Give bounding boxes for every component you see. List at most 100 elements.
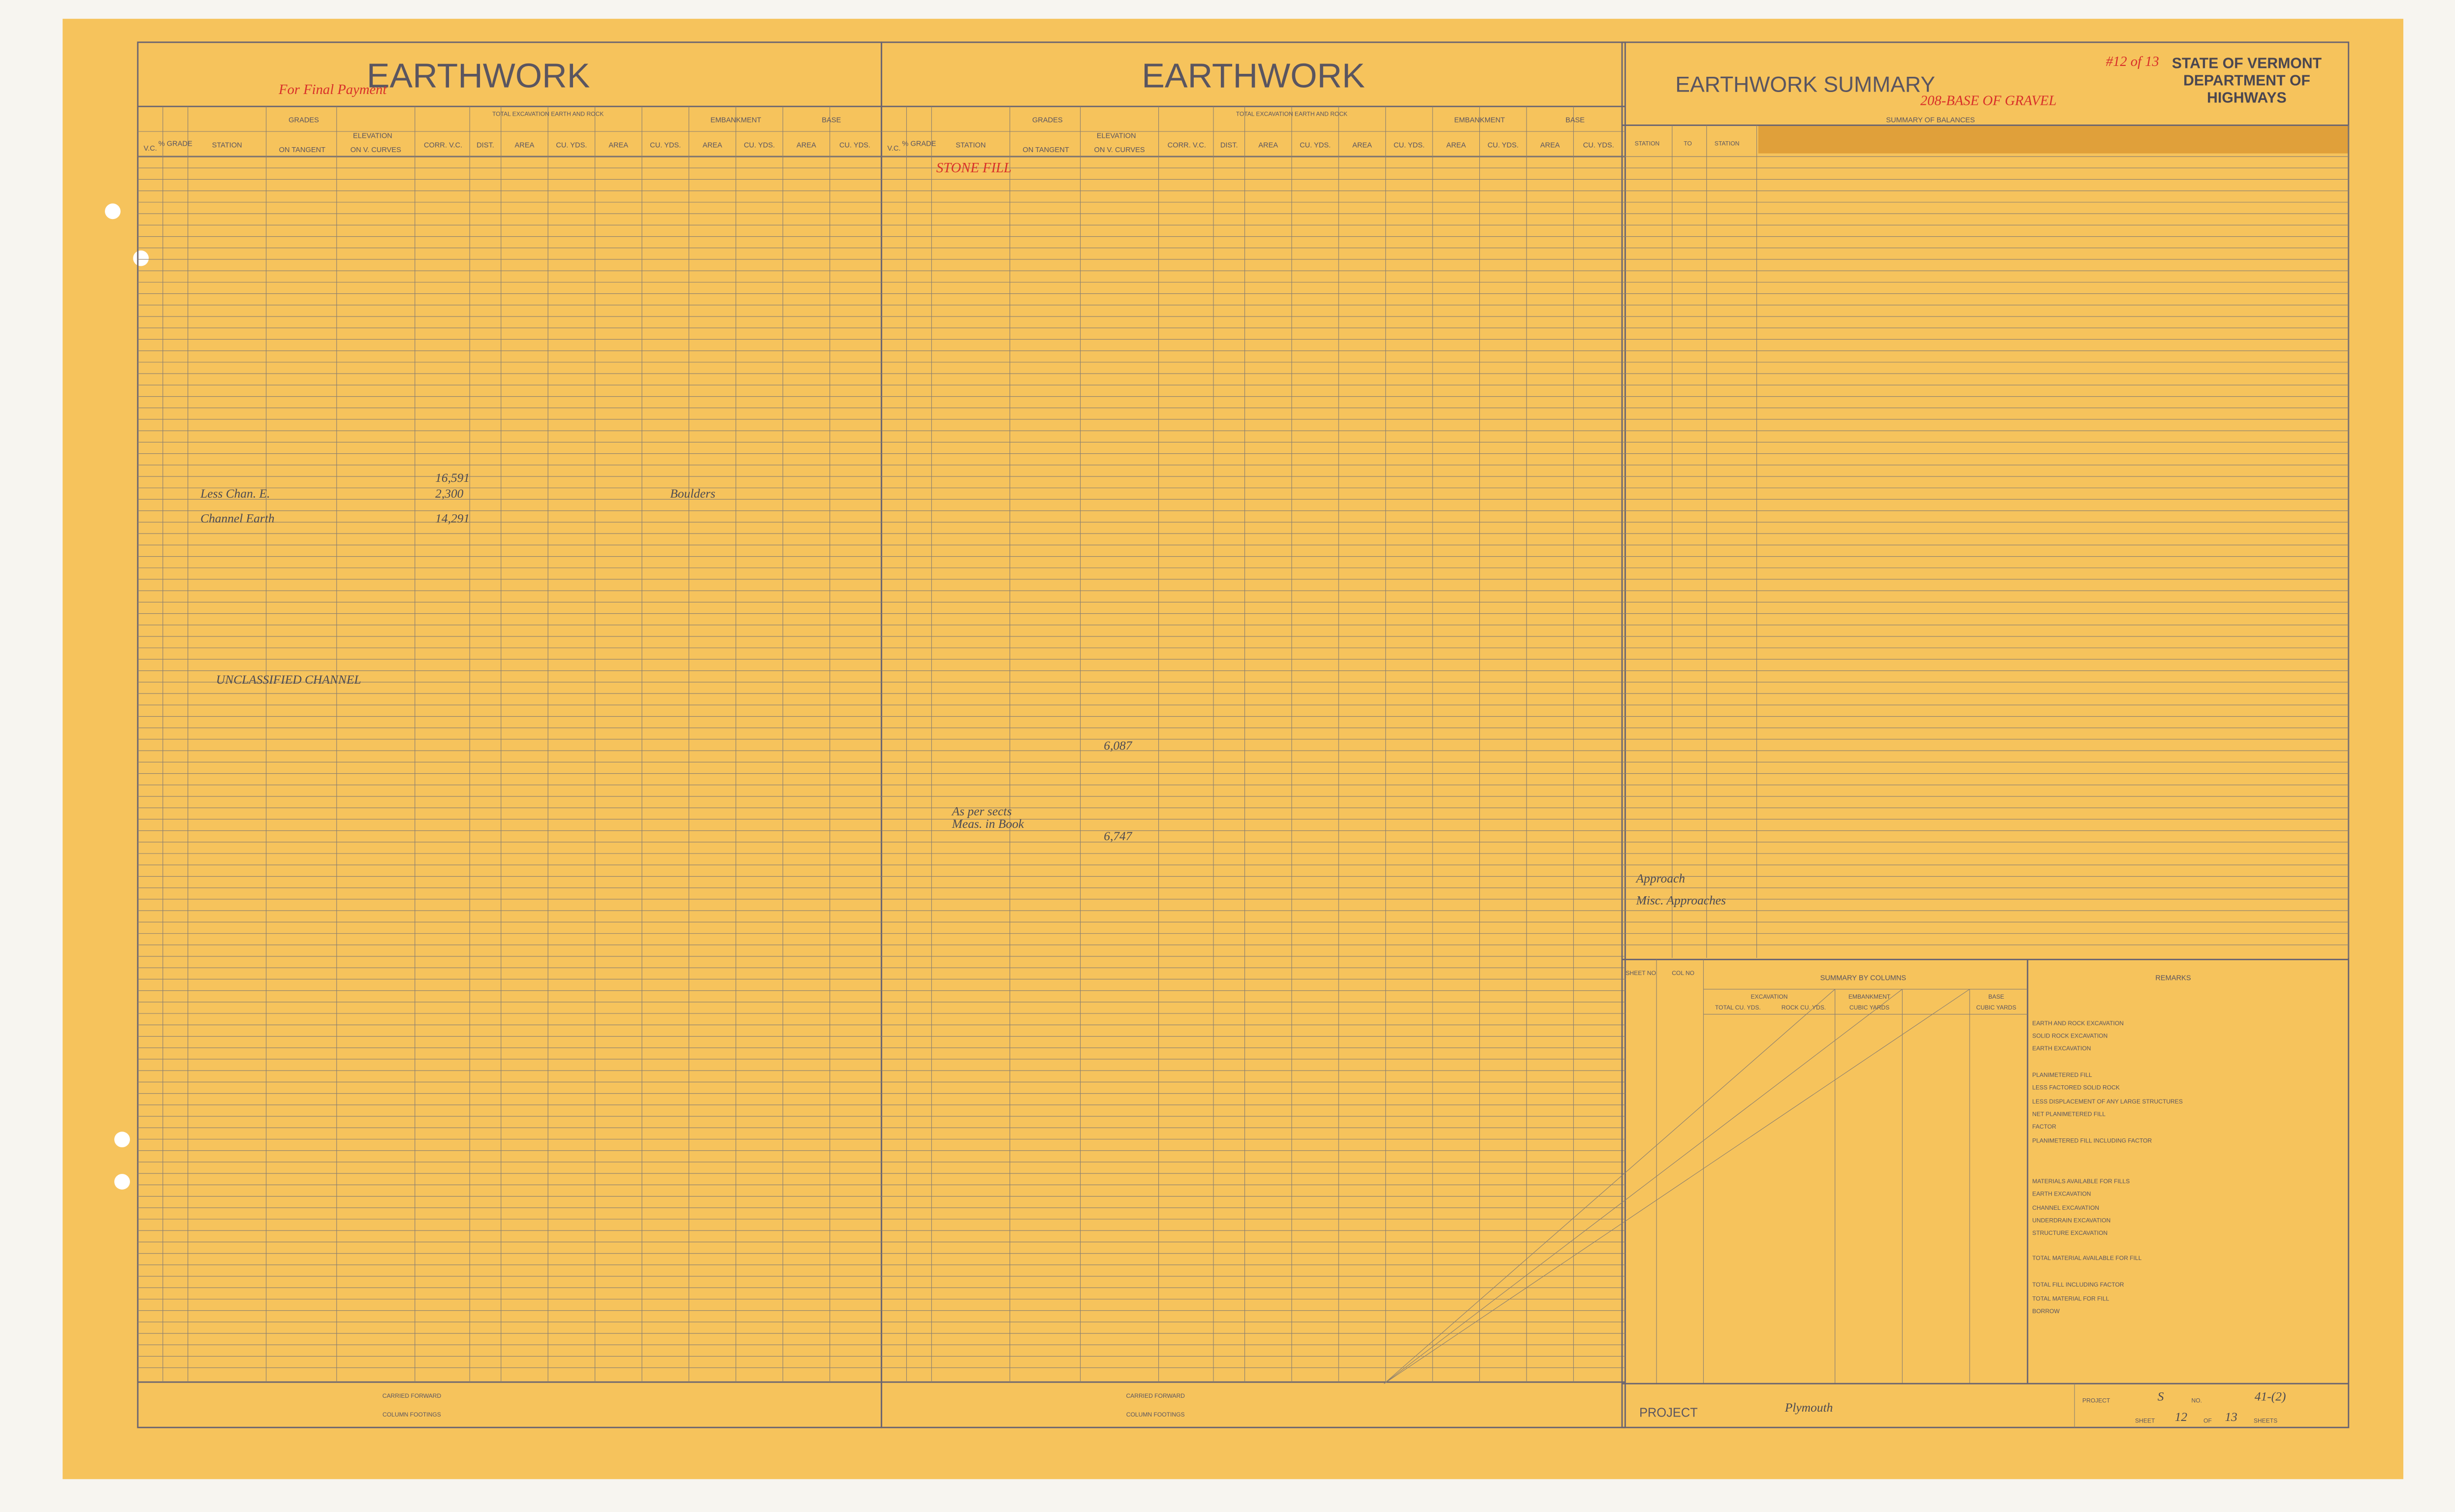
summary-header: TO [1684,140,1692,147]
sheet-number: 12 [2175,1410,2188,1424]
column-header: BASE [1565,117,1585,125]
column-header: CU. YDS. [1300,142,1331,150]
column-header: CU. YDS. [650,142,681,150]
column-header: STATION [956,142,986,150]
remark-item: PLANIMETERED FILL [2032,1071,2092,1078]
remark-item: TOTAL MATERIAL FOR FILL [2032,1295,2109,1302]
column-summary-header: CUBIC YARDS [1976,1004,2016,1011]
sheet-total: 13 [2225,1410,2237,1424]
remark-item: FACTOR [2032,1123,2056,1130]
column-header: DIST. [1220,142,1238,150]
footer-label: CARRIED FORWARD [1126,1392,1185,1399]
sheet-frame [881,41,1626,1428]
handwritten-entry: 6,747 [1104,829,1133,843]
column-header: ELEVATION [1097,132,1136,140]
remark-item: MATERIALS AVAILABLE FOR FILLS [2032,1178,2130,1185]
project-number: 41-(2) [2255,1389,2286,1404]
handwritten-entry: Meas. in Book [952,817,1024,831]
rule-line [1384,989,1835,1384]
column-header: V.C. [888,145,901,153]
column-header: CORR. V.C. [424,142,462,150]
column-header: V.C. [144,145,157,153]
sheet-title: EARTHWORK [367,56,590,94]
handwritten-entry: Boulders [670,486,715,501]
handwritten-entry: 2,300 [435,486,464,501]
paper [63,19,2404,1480]
column-header: ON TANGENT [1022,146,1069,154]
remark-item: CHANNEL EXCAVATION [2032,1204,2099,1211]
remark-item: TOTAL MATERIAL AVAILABLE FOR FILL [2032,1255,2141,1261]
column-summary-header: SHEET NO [1626,970,1656,976]
handwritten-entry: Channel Earth [200,511,275,526]
stamp-line: STATE OF VERMONT [2172,55,2322,71]
column-header: AREA [1540,142,1560,150]
handwritten-entry: 14,291 [435,511,470,526]
column-header: AREA [608,142,628,150]
footer-label: COLUMN FOOTINGS [1126,1411,1185,1418]
remark-item: PLANIMETERED FILL INCLUDING FACTOR [2032,1137,2152,1144]
punch-hole [105,203,121,220]
column-header: ON V. CURVES [351,146,401,154]
summary-header: STATION [1635,140,1660,147]
column-summary-header: TOTAL CU. YDS. [1715,1004,1761,1011]
handwritten-entry: 6,087 [1104,738,1133,753]
sheet-title: EARTHWORK [1142,56,1365,94]
remark-item: EARTH EXCAVATION [2032,1045,2091,1052]
column-header: AREA [1446,142,1466,150]
sheets-label: SHEETS [2254,1418,2277,1424]
rule-line [1384,989,1903,1384]
remark-item: LESS DISPLACEMENT OF ANY LARGE STRUCTURE… [2032,1098,2183,1105]
column-header: CU. YDS. [1394,142,1425,150]
sheet-label: SHEET [2135,1418,2155,1424]
column-header: DIST. [477,142,494,150]
column-header: CU. YDS. [744,142,775,150]
handwritten-entry: 16,591 [435,471,470,485]
project-no-label: PROJECT [2082,1397,2110,1404]
remark-item: SOLID ROCK EXCAVATION [2032,1032,2107,1039]
column-header: % GRADE [159,140,192,148]
column-header: TOTAL EXCAVATION EARTH AND ROCK [492,110,604,117]
column-summary-header: SUMMARY BY COLUMNS [1820,974,1906,982]
column-summary-header: CUBIC YARDS [1849,1004,1889,1011]
column-header: AREA [515,142,535,150]
column-header: CU. YDS. [1488,142,1519,150]
project-no-label: NO. [2191,1397,2201,1404]
remark-item: LESS FACTORED SOLID ROCK [2032,1084,2120,1091]
project-letter: S [2158,1389,2164,1404]
column-header: AREA [702,142,722,150]
column-summary-header: EMBANKMENT [1849,993,1891,1000]
handwritten-entry: Less Chan. E. [200,486,270,501]
column-summary-header: BASE [1988,993,2004,1000]
column-header: AREA [1352,142,1372,150]
column-header: GRADES [1032,117,1063,125]
handwritten-entry: STONE FILL [936,160,1012,176]
remark-item: EARTH EXCAVATION [2032,1191,2091,1197]
handwritten-entry: For Final Payment [278,82,387,97]
summary-header: STATION [1715,140,1740,147]
remark-item: STRUCTURE EXCAVATION [2032,1229,2107,1236]
handwritten-entry: Misc. Approaches [1636,893,1726,908]
stamp-line: DEPARTMENT OF [2183,72,2310,89]
handwritten-item: 208-BASE OF GRAVEL [1920,93,2057,108]
sheet-mark: #12 of 13 [2106,54,2159,69]
column-header: TOTAL EXCAVATION EARTH AND ROCK [1236,110,1347,117]
project-name: Plymouth [1785,1400,1833,1415]
column-header: AREA [797,142,816,150]
remark-item: TOTAL FILL INCLUDING FACTOR [2032,1281,2124,1288]
punch-hole [114,1132,130,1148]
column-header: CU. YDS. [839,142,870,150]
stamp-line: HIGHWAYS [2207,90,2287,106]
column-header: BASE [822,117,841,125]
remark-item: NET PLANIMETERED FILL [2032,1110,2105,1117]
of-label: OF [2203,1418,2212,1424]
column-header: AREA [1258,142,1278,150]
summary-title: EARTHWORK SUMMARY [1675,73,1935,97]
column-summary-header: COL NO [1672,970,1694,976]
footer-label: CARRIED FORWARD [383,1392,442,1399]
remark-item: BORROW [2032,1308,2060,1315]
column-header: EMBANKMENT [710,117,761,125]
punch-hole [114,1174,130,1190]
column-summary-header: EXCAVATION [1751,993,1787,1000]
column-header: CU. YDS. [556,142,587,150]
